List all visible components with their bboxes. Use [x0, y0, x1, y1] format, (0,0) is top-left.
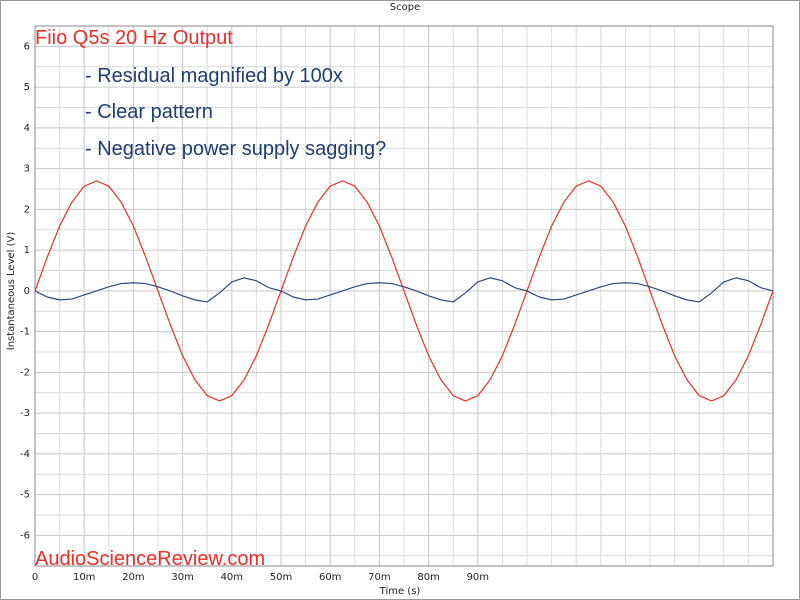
y-tick-label: 5	[24, 82, 30, 93]
x-axis-label: Time (s)	[379, 586, 421, 597]
y-tick-label: 0	[24, 286, 30, 297]
y-tick-label: -6	[20, 530, 30, 541]
y-tick-label: -5	[20, 490, 30, 501]
annotation: Fiio Q5s 20 Hz Output	[35, 27, 233, 49]
annotation: AudioScienceReview.com	[35, 548, 265, 570]
y-tick-label: -3	[20, 408, 30, 419]
series-line	[34, 277, 774, 303]
y-axis-label: Instantaneous Level (V)	[6, 232, 17, 351]
y-tick-label: -1	[20, 327, 30, 338]
x-tick-label: 10m	[73, 572, 95, 583]
annotation: - Clear pattern	[85, 101, 213, 123]
y-tick-label: -4	[20, 449, 30, 460]
x-tick-label: 30m	[171, 572, 193, 583]
y-tick-label: 1	[24, 245, 30, 256]
x-tick-label: 70m	[368, 572, 390, 583]
x-tick-label: 40m	[221, 572, 243, 583]
y-tick-label: 6	[24, 41, 30, 52]
y-tick-label: -2	[20, 367, 30, 378]
chart-title: Scope	[390, 2, 420, 13]
annotation: - Residual magnified by 100x	[85, 65, 343, 87]
y-tick-label: 2	[24, 204, 30, 215]
x-tick-label: 90m	[467, 572, 489, 583]
annotation: - Negative power supply sagging?	[85, 138, 386, 160]
y-tick-label: 3	[24, 164, 30, 175]
plot-border	[34, 25, 774, 567]
x-tick-label: 60m	[319, 572, 341, 583]
x-tick-label: 80m	[417, 572, 439, 583]
x-tick-label: 20m	[122, 572, 144, 583]
x-tick-label: 50m	[270, 572, 292, 583]
y-tick-label: 4	[24, 123, 30, 134]
x-tick-label: 0	[32, 572, 38, 583]
series-line	[34, 180, 774, 402]
